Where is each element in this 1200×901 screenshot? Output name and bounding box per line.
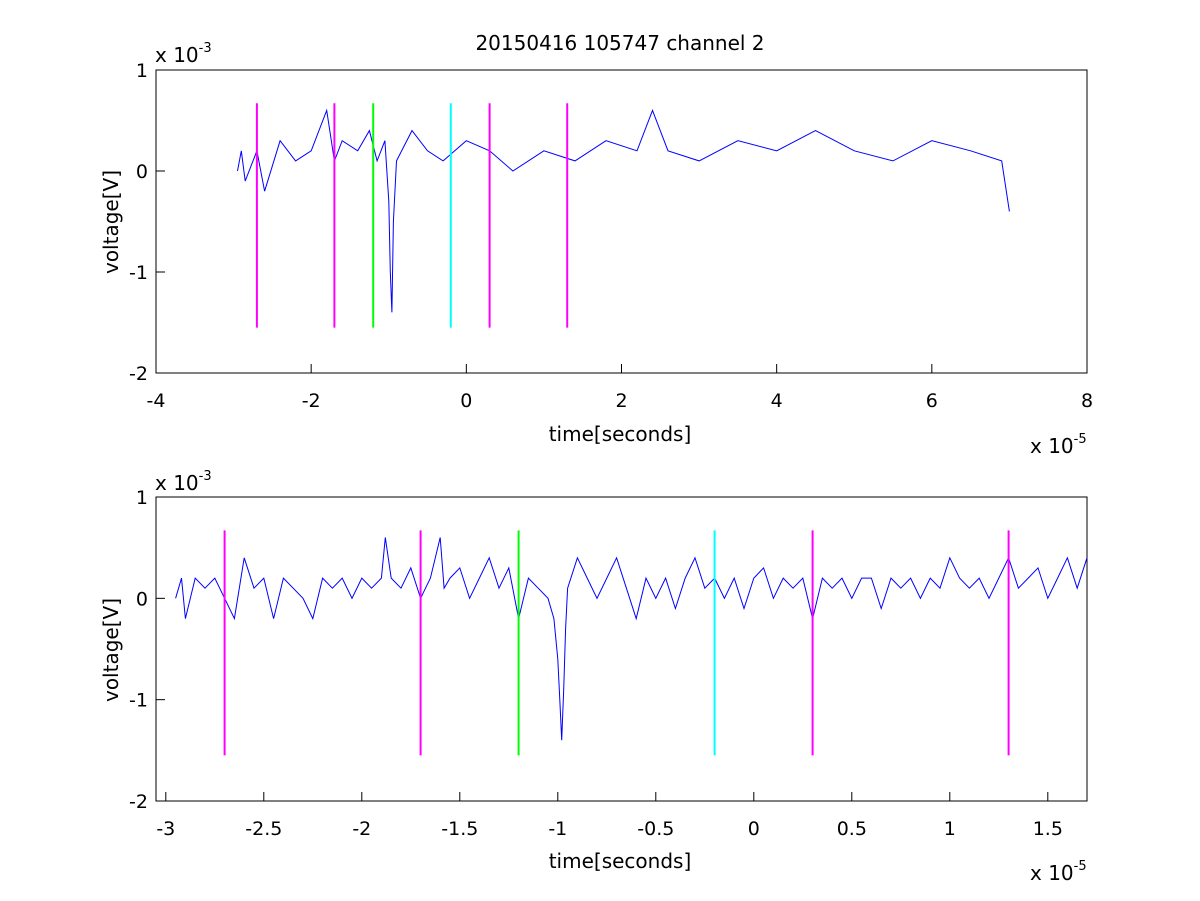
x-exponent: x 10-5 (1030, 859, 1087, 885)
x-tick-label: -1.5 (441, 818, 478, 840)
axis-ticks: -3 -2.5 -2 -1.5 -1 -0.5 0 0.5 1 1.5 -2 -1 0 1 (129, 487, 1063, 840)
x-tick-label: -0.5 (637, 818, 674, 840)
x-tick-label: 1 (944, 818, 956, 840)
bottom-subplot: -3 -2.5 -2 -1.5 -1 -0.5 0 0.5 1 1.5 -2 -1 0 1 time[se… (99, 469, 1088, 885)
chart-title: 20150416 105747 channel 2 (475, 31, 764, 55)
signal-line (237, 108, 1010, 313)
y-tick-label: 1 (136, 487, 148, 509)
x-tick-label: 0 (748, 818, 760, 840)
y-tick-label: -2 (129, 363, 148, 385)
x-tick-label: -2.5 (245, 818, 282, 840)
x-tick-label: 6 (926, 390, 938, 412)
plot-frame (155, 496, 1088, 802)
x-tick-label: -2 (302, 390, 321, 412)
x-tick-label: 1.5 (1033, 818, 1063, 840)
x-exponent: x 10-5 (1030, 432, 1087, 458)
x-tick-label: 2 (615, 390, 627, 412)
top-subplot: 20150416 105747 channel 2 -4 -2 0 2 4 6 8 -2 -1 0… (99, 31, 1093, 458)
x-axis-label: time[seconds] (549, 849, 692, 873)
x-tick-label: 0.5 (837, 818, 867, 840)
plot-area (237, 103, 1010, 328)
y-tick-label: -1 (129, 262, 148, 284)
x-tick-label: -1 (548, 818, 567, 840)
x-axis-label: time[seconds] (549, 422, 692, 446)
x-tick-label: -4 (147, 390, 166, 412)
x-tick-label: 8 (1081, 390, 1093, 412)
y-axis-label: voltage[V] (99, 598, 123, 702)
y-tick-label: 0 (136, 588, 148, 610)
x-tick-label: 0 (460, 390, 472, 412)
y-tick-label: 0 (136, 161, 148, 183)
axis-ticks: -4 -2 0 2 4 6 8 -2 -1 0 1 (129, 60, 1093, 412)
y-exponent: x 10-3 (155, 469, 212, 495)
signal-line (175, 537, 1088, 741)
plot-area (175, 530, 1088, 756)
y-axis-label: voltage[V] (99, 170, 123, 274)
y-exponent: x 10-3 (155, 41, 212, 67)
x-tick-label: -2 (352, 818, 371, 840)
y-tick-label: 1 (136, 60, 148, 82)
x-tick-label: -3 (156, 818, 175, 840)
y-tick-label: -2 (129, 791, 148, 813)
y-tick-label: -1 (129, 690, 148, 712)
x-tick-label: 4 (771, 390, 783, 412)
